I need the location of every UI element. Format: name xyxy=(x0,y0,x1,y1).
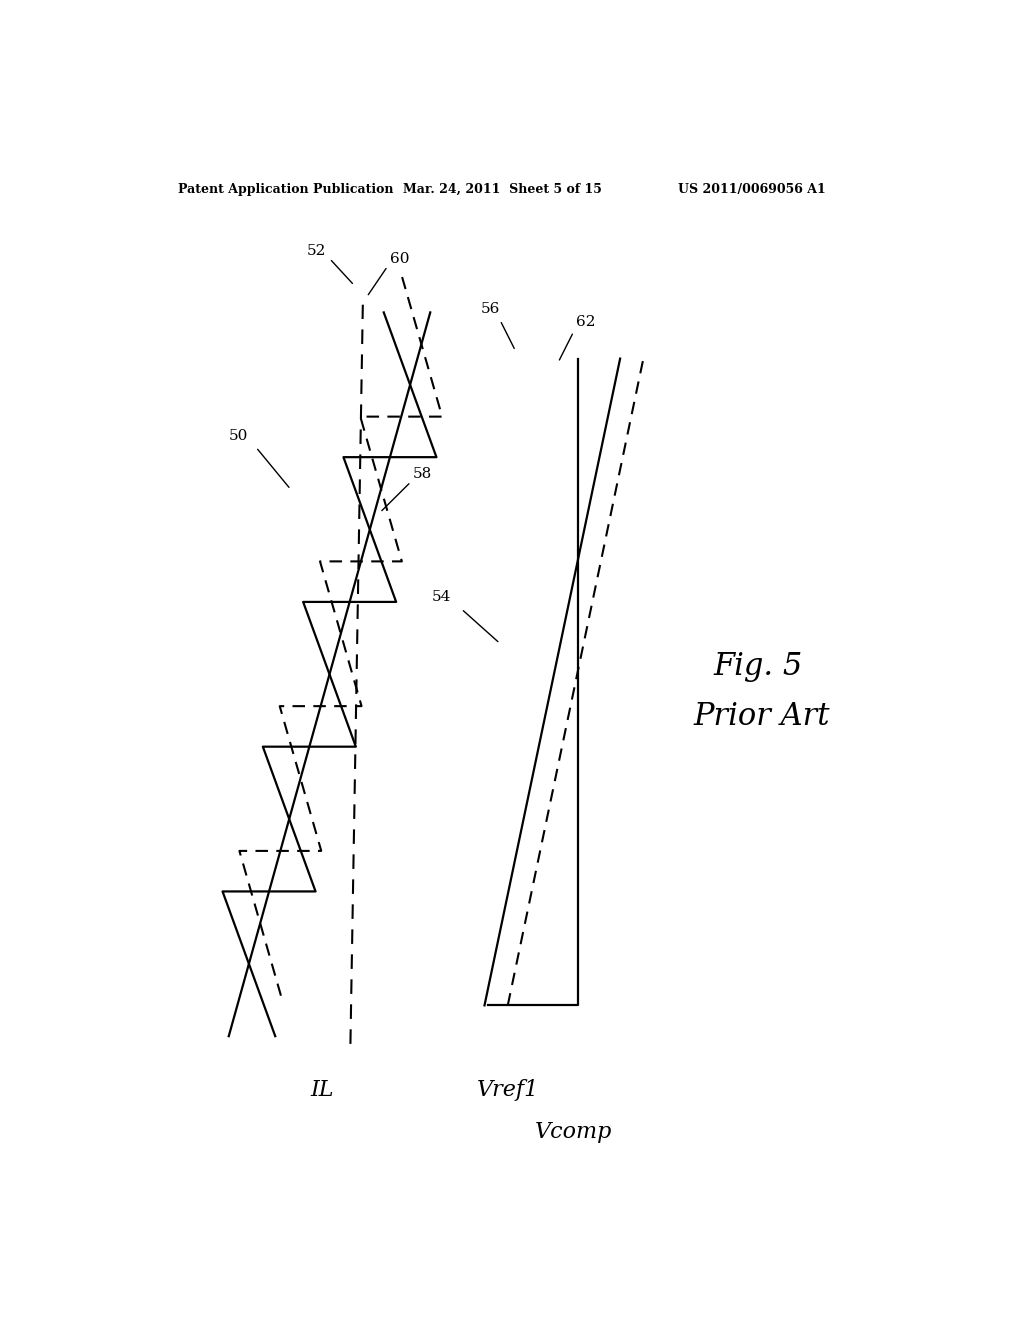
Text: Patent Application Publication: Patent Application Publication xyxy=(178,182,394,195)
Text: Vcomp: Vcomp xyxy=(535,1122,612,1143)
Text: 50: 50 xyxy=(228,429,248,442)
Text: 62: 62 xyxy=(575,314,595,329)
Text: Fig. 5: Fig. 5 xyxy=(713,651,803,682)
Text: 60: 60 xyxy=(390,252,410,265)
Text: Vref1: Vref1 xyxy=(477,1080,539,1101)
Text: 58: 58 xyxy=(414,467,432,480)
Text: 54: 54 xyxy=(432,590,452,605)
Text: IL: IL xyxy=(310,1080,334,1101)
Text: Prior Art: Prior Art xyxy=(693,701,830,733)
Text: 56: 56 xyxy=(480,301,500,315)
Text: US 2011/0069056 A1: US 2011/0069056 A1 xyxy=(678,182,826,195)
Text: 52: 52 xyxy=(306,244,326,257)
Text: Mar. 24, 2011  Sheet 5 of 15: Mar. 24, 2011 Sheet 5 of 15 xyxy=(403,182,602,195)
